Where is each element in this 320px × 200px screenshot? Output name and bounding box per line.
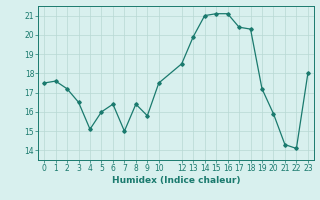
X-axis label: Humidex (Indice chaleur): Humidex (Indice chaleur) [112, 176, 240, 185]
